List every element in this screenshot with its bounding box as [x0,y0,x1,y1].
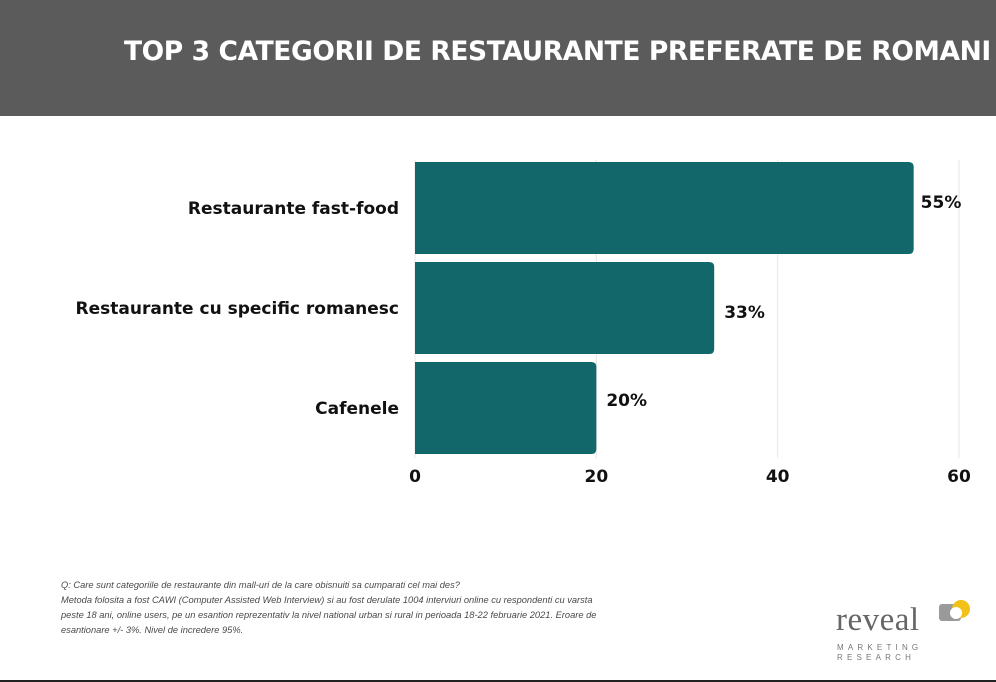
logo-tagline-1: MARKETING [837,643,923,652]
footnote-method-line: peste 18 ani, online users, pe un esanti… [61,610,597,620]
footnote-method-line: esantionare +/- 3%. Nivel de incredere 9… [61,625,244,635]
x-tick-label: 40 [766,467,790,487]
reveal-logo: reveal MARKETING RESEARCH [834,596,974,666]
x-tick-label: 20 [584,467,608,487]
bottom-divider [0,680,996,682]
page-title: TOP 3 CATEGORII DE RESTAURANTE PREFERATE… [124,36,991,67]
x-tick-label: 60 [947,467,971,487]
data-label: 33% [724,303,765,323]
chart-bars [415,162,914,454]
bar [415,362,597,454]
footnote-method-line: Metoda folosita a fost CAWI (Computer As… [61,595,593,605]
logo-wordmark: reveal [836,602,920,638]
chart-ticks: 0 20 40 60 [409,467,971,487]
logo-speech-bubble-icon [939,600,970,621]
header-banner: TOP 3 CATEGORII DE RESTAURANTE PREFERATE… [0,0,996,116]
category-label: Restaurante fast-food [188,199,399,219]
chart-labels: Restaurante fast-food 55% Restaurante cu s… [76,193,962,419]
bar [415,262,715,354]
x-tick-label: 0 [409,467,421,487]
category-label: Cafenele [315,399,399,419]
bar [415,162,914,254]
bar-chart: Restaurante fast-food 55% Restaurante cu s… [76,160,971,487]
data-label: 20% [606,391,647,411]
footnote-question: Q: Care sunt categoriile de restaurante … [61,580,460,590]
category-label: Restaurante cu specific romanesc [76,299,399,319]
footnote: Q: Care sunt categoriile de restaurante … [61,578,701,638]
data-label: 55% [921,193,962,213]
logo-tagline-2: RESEARCH [837,653,916,662]
